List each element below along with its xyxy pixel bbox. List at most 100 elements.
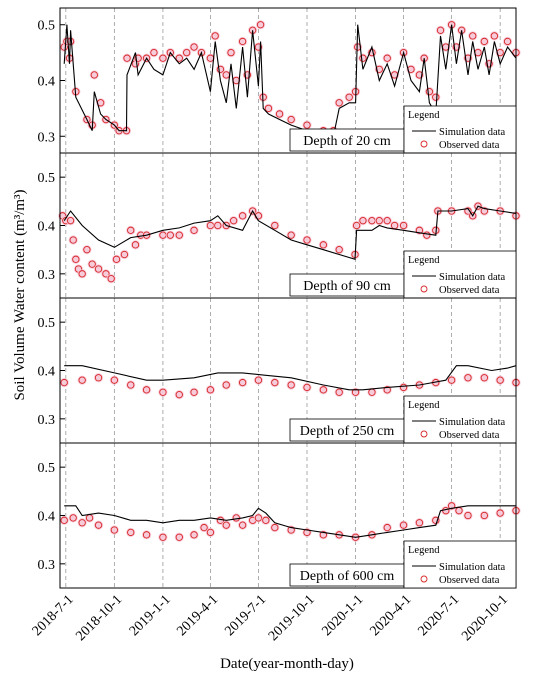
legend-title: Legend <box>408 110 440 121</box>
legend-obs-swatch <box>420 140 428 148</box>
observed-point <box>351 388 360 396</box>
legend-title: Legend <box>408 400 440 411</box>
observed-point <box>303 236 311 244</box>
y-tick-label: 0.3 <box>38 558 56 573</box>
observed-point <box>190 388 198 396</box>
y-tick-label: 0.4 <box>38 75 56 90</box>
observed-point <box>102 270 110 278</box>
observed-point <box>359 217 367 225</box>
observed-point <box>335 246 343 254</box>
legend-box <box>403 540 517 589</box>
observed-point <box>166 231 174 239</box>
observed-point <box>127 381 135 389</box>
panel-3: 0.3 0.4 0.5 Depth of 250 cm Legend Simulation… <box>38 297 521 444</box>
observed-point <box>69 236 77 244</box>
observed-point <box>254 43 263 51</box>
x-tick-label: 2020-7-1 <box>416 592 463 639</box>
depth-label: Depth of 250 cm <box>289 418 405 442</box>
observed-point <box>222 221 230 230</box>
observed-point <box>425 88 434 96</box>
observed-point <box>262 516 270 524</box>
legend-obs-label: Observed data <box>439 285 500 296</box>
y-tick-label: 0.4 <box>38 510 56 525</box>
observed-point <box>83 115 91 124</box>
y-tick-label: 0.5 <box>38 316 56 331</box>
observed-point <box>110 376 119 384</box>
observed-point <box>175 231 183 239</box>
observed-point <box>303 383 311 392</box>
observed-point <box>254 376 263 384</box>
observed-point <box>496 509 504 517</box>
observed-point <box>200 523 208 532</box>
observed-point <box>94 374 103 382</box>
y-tick-label: 0.3 <box>38 413 56 428</box>
observed-point <box>175 391 183 399</box>
y-tick-label: 0.3 <box>38 268 56 283</box>
observed-point <box>345 93 353 101</box>
observed-point <box>94 265 103 273</box>
observed-point <box>415 226 424 234</box>
legend-obs-swatch <box>420 285 428 293</box>
observed-point <box>490 32 499 40</box>
observed-point <box>359 54 367 62</box>
observed-point <box>432 93 440 101</box>
legend: Legend Simulation data Observed data <box>403 250 517 299</box>
panel-1: 0.3 0.4 0.5 Depth of 20 cm Legend Simulation … <box>38 7 521 154</box>
chart-panels: 0.3 0.4 0.5 Depth of 20 cm Legend Simulation … <box>38 7 521 589</box>
depth-label-text: Depth of 250 cm <box>300 424 395 439</box>
legend-obs-swatch <box>420 430 428 438</box>
observed-point <box>78 270 86 278</box>
observed-point <box>78 519 86 527</box>
observed-point <box>485 60 493 68</box>
observed-point <box>238 37 247 46</box>
observed-point <box>319 531 328 539</box>
observed-point <box>120 250 129 259</box>
x-axis-label: Date(year-month-day) <box>220 656 354 672</box>
observed-point <box>474 202 482 210</box>
legend-obs-label: Observed data <box>439 140 500 151</box>
observed-point <box>222 381 230 389</box>
observed-point <box>480 37 488 46</box>
x-tick-label: 2018-7-1 <box>30 592 77 639</box>
observed-point <box>190 226 198 234</box>
observed-point <box>256 21 265 29</box>
observed-point <box>399 383 408 392</box>
observed-point <box>60 516 68 524</box>
observed-point <box>222 521 230 529</box>
observed-point <box>287 231 295 239</box>
observed-point <box>83 246 91 254</box>
observed-point <box>197 48 206 57</box>
observed-point <box>399 221 408 230</box>
observed-point <box>335 99 343 107</box>
x-tick-label: 2020-10-1 <box>459 592 511 644</box>
observed-point <box>150 48 158 57</box>
observed-point <box>127 528 135 537</box>
observed-series <box>59 373 521 400</box>
observed-point <box>447 502 456 510</box>
x-tick-label: 2020-1-1 <box>320 592 367 639</box>
y-axis-label: Soil Volume Water content (m³/m³) <box>12 189 28 400</box>
observed-point <box>480 511 488 520</box>
observed-point <box>275 110 284 118</box>
observed-point <box>78 376 86 384</box>
observed-point <box>88 260 96 268</box>
observed-point <box>175 54 183 62</box>
observed-point <box>447 376 456 384</box>
observed-point <box>335 388 343 396</box>
simulation-line <box>63 205 517 261</box>
legend-obs-swatch <box>420 575 428 583</box>
observed-point <box>94 521 103 529</box>
observed-point <box>159 388 167 396</box>
depth-label-text: Depth of 20 cm <box>303 134 391 149</box>
observed-point <box>131 241 140 249</box>
observed-point <box>399 521 408 529</box>
legend-title: Legend <box>408 545 440 556</box>
observed-point <box>375 217 383 225</box>
observed-point <box>480 207 488 215</box>
observed-point <box>211 32 219 40</box>
observed-point <box>110 121 119 129</box>
depth-label: Depth of 20 cm <box>289 128 405 152</box>
legend-obs-label: Observed data <box>439 575 500 586</box>
observed-point <box>238 378 247 387</box>
legend-box <box>403 250 517 299</box>
